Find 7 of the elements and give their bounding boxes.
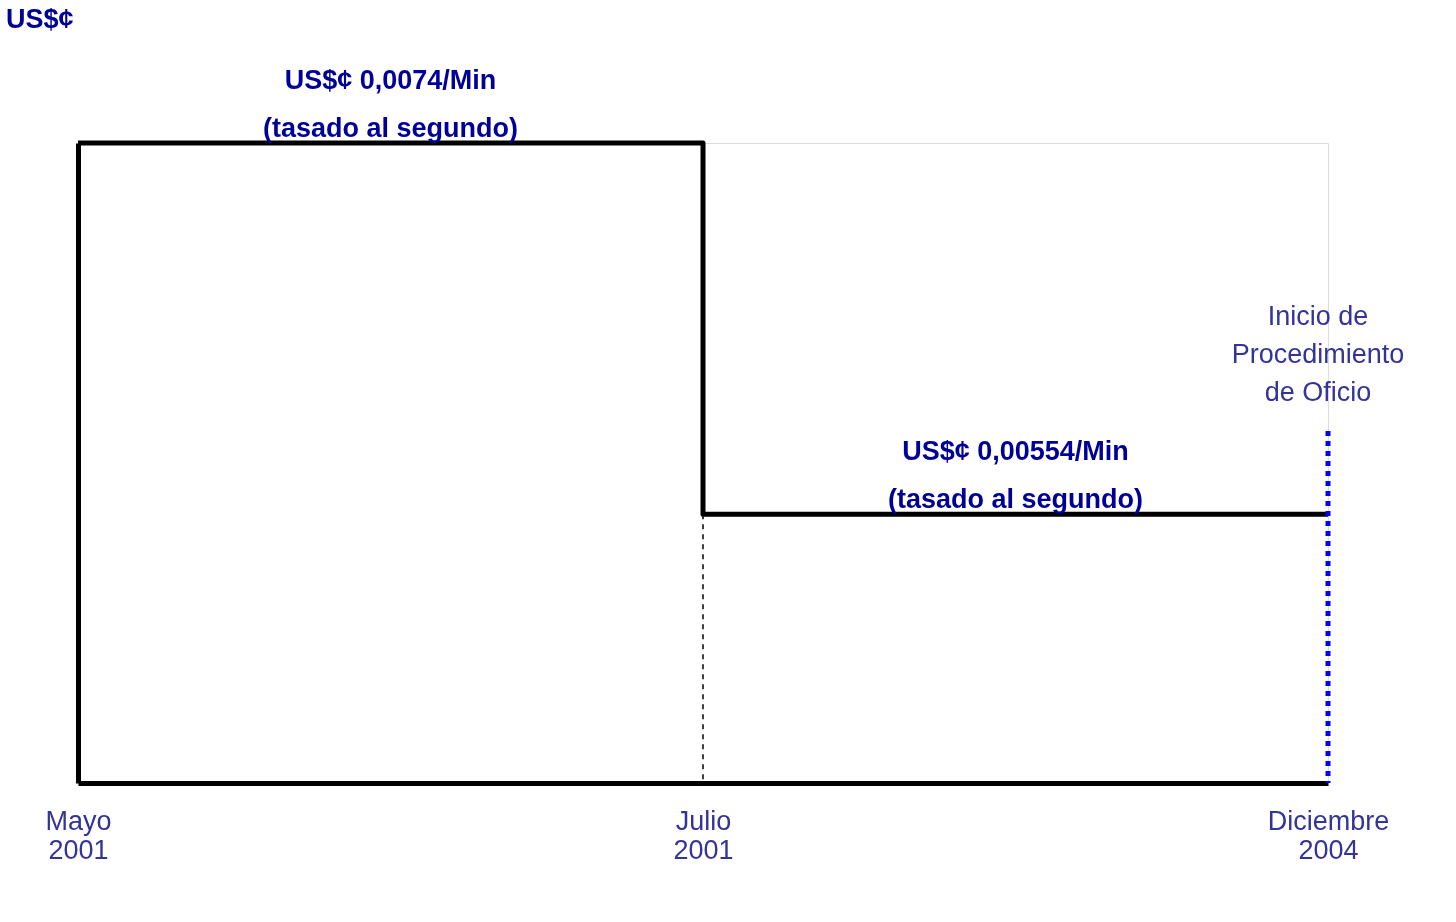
annotation: US$¢ 0,0074/Min (tasado al segundo) <box>262 65 519 143</box>
annotation: US$¢ 0,00554/Min (tasado al segundo) <box>887 436 1144 515</box>
ref-line-label: Inicio de Procedimiento de Oficio <box>1231 301 1405 407</box>
x-tick-label: Mayo 2001 <box>45 805 112 865</box>
y-axis-title: US$¢ <box>5 3 74 34</box>
x-tick-label: Julio 2001 <box>673 805 734 865</box>
x-tick-label: Diciembre 2004 <box>1267 805 1390 865</box>
